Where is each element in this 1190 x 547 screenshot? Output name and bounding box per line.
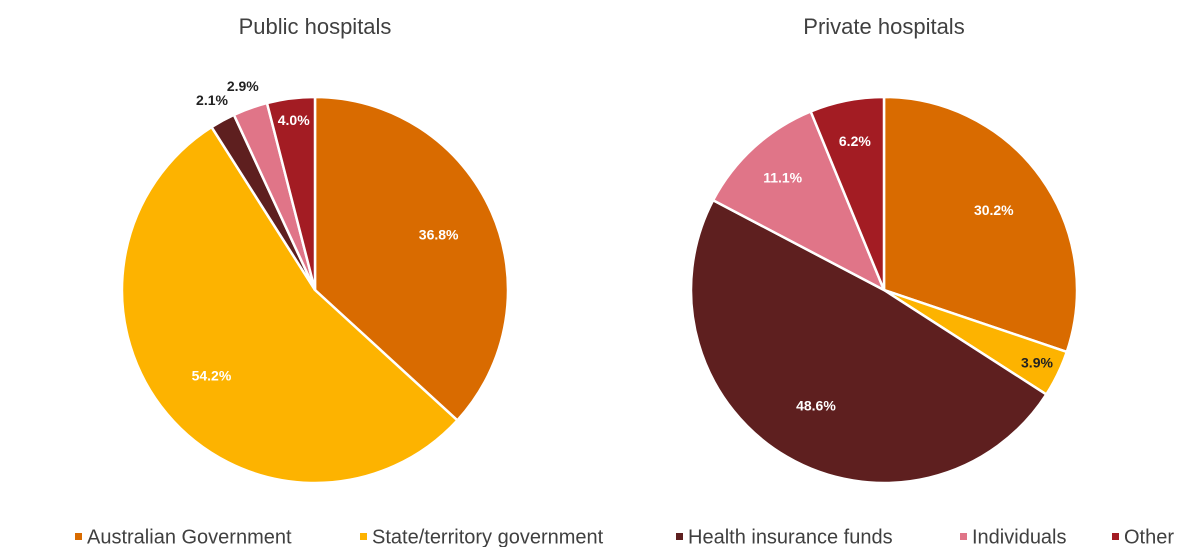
data-label: 3.9% [1021, 354, 1053, 370]
pie-slice [882, 95, 1079, 354]
data-label: 11.1% [763, 169, 802, 185]
legend-swatch [960, 533, 967, 540]
legend-swatch [676, 533, 683, 540]
pie-slice [313, 95, 510, 423]
legend-label: Other [1124, 526, 1174, 547]
pie-slice [711, 109, 887, 293]
legend-label: Health insurance funds [688, 526, 893, 547]
data-label: 2.9% [227, 78, 259, 94]
data-label: 48.6% [796, 397, 836, 413]
data-label: 30.2% [974, 202, 1014, 218]
data-label: 2.1% [196, 92, 228, 108]
data-label: 6.2% [839, 133, 871, 149]
data-label: 36.8% [419, 226, 459, 242]
legend-swatch [75, 533, 82, 540]
legend-swatch [360, 533, 367, 540]
data-label: 4.0% [278, 112, 310, 128]
pie-slice [265, 95, 317, 291]
chart-title: Private hospitals [803, 14, 964, 39]
pie-slice [120, 125, 460, 485]
chart-title: Public hospitals [239, 14, 392, 39]
pie-slice [809, 95, 886, 291]
pie-slice [689, 198, 1049, 485]
data-label: 54.2% [192, 367, 232, 383]
legend-label: Australian Government [87, 526, 292, 547]
legend-swatch [1112, 533, 1119, 540]
legend-label: Individuals [972, 526, 1067, 547]
legend-label: State/territory government [372, 526, 604, 547]
